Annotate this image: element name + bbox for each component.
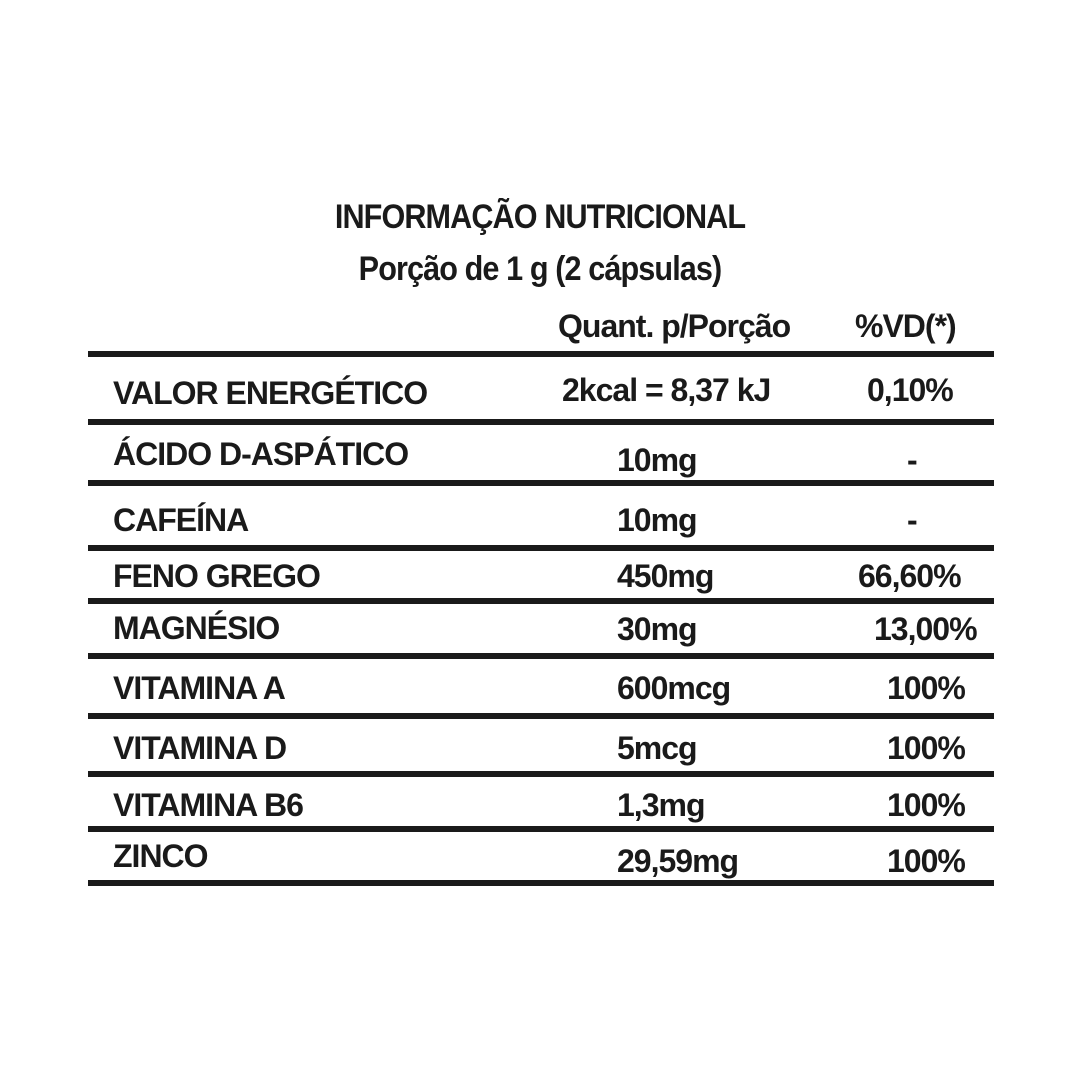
row-divider: [88, 653, 994, 659]
nutrient-name: ZINCO: [113, 838, 209, 874]
nutrient-quantity: 5mcg: [617, 730, 698, 766]
nutrient-dv: 100%: [887, 730, 966, 766]
row-divider: [88, 771, 994, 777]
nutrient-dv: -: [907, 502, 918, 538]
nutrient-name: CAFEÍNA: [113, 502, 249, 538]
nutrient-name: MAGNÉSIO: [113, 610, 280, 646]
nutrient-name: ÁCIDO D-ASPÁTICO: [113, 436, 409, 472]
quantity-column-header: Quant. p/Porção: [558, 308, 791, 344]
row-divider: [88, 598, 994, 604]
nutrient-dv: 100%: [887, 787, 966, 823]
nutrient-dv: 66,60%: [858, 558, 962, 594]
nutrient-quantity: 600mcg: [617, 670, 731, 706]
nutrient-quantity: 30mg: [617, 611, 698, 647]
nutrient-name: VITAMINA D: [113, 730, 287, 766]
nutrient-dv: 100%: [887, 843, 966, 879]
row-divider: [88, 480, 994, 486]
table-bottom-rule: [88, 880, 994, 886]
portion-size: Porção de 1 g (2 cápsulas): [358, 250, 723, 288]
nutrient-dv: 13,00%: [874, 611, 978, 647]
nutrient-dv: 100%: [887, 670, 966, 706]
nutrient-quantity: 10mg: [617, 502, 698, 538]
table-top-rule: [88, 351, 994, 357]
row-divider: [88, 545, 994, 551]
row-divider: [88, 419, 994, 425]
nutrient-quantity: 2kcal = 8,37 kJ: [562, 372, 771, 408]
nutrient-quantity: 29,59mg: [617, 843, 739, 879]
nutrient-dv: 0,10%: [867, 372, 954, 408]
nutrient-name: VITAMINA B6: [113, 787, 304, 823]
dv-column-header: %VD(*): [855, 308, 957, 344]
nutrient-quantity: 450mg: [617, 558, 714, 594]
nutrient-quantity: 10mg: [617, 442, 698, 478]
label-title: INFORMAÇÃO NUTRICIONAL: [334, 198, 746, 236]
nutrient-quantity: 1,3mg: [617, 787, 705, 823]
nutrient-dv: -: [907, 442, 918, 478]
row-divider: [88, 826, 994, 832]
nutrient-name: VITAMINA A: [113, 670, 286, 706]
nutrient-name: FENO GREGO: [113, 558, 321, 594]
nutrient-name: VALOR ENERGÉTICO: [113, 375, 428, 411]
row-divider: [88, 713, 994, 719]
